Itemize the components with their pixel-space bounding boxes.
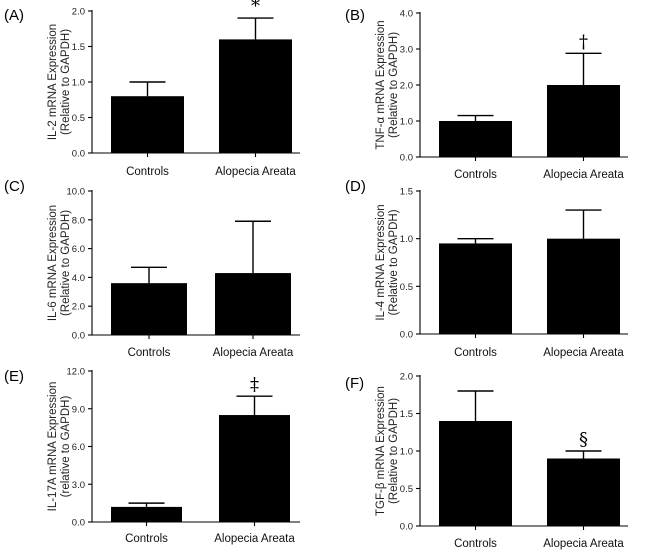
- x-tick-label-e: Controls: [125, 533, 168, 545]
- y-tick-label-c: 4.0: [72, 273, 85, 284]
- y-tick-label-a: 0.5: [72, 113, 85, 124]
- x-tick-label-a: Controls: [126, 166, 169, 178]
- bar-f-controls: [439, 421, 512, 526]
- bar-f-alopecia-areata: [547, 458, 620, 526]
- y-tick-label-d: 0.0: [400, 330, 413, 341]
- y-tick-label-f: 2.0: [400, 372, 413, 383]
- y-axis-title-b: TNF-α mRNA Expression: [375, 20, 387, 149]
- panel-d: (D) IL-4 mRNA Expression (Relative to GAPD…: [345, 178, 628, 359]
- bar-e-controls: [111, 506, 182, 522]
- y-axis-title-a: IL-2 mRNA Expression: [47, 24, 59, 140]
- bar-d-alopecia-areata: [547, 238, 620, 334]
- panel-a: (A) IL-2 mRNA Expression (Relative to GAPD…: [4, 0, 300, 178]
- significance-marker-f: §: [579, 429, 588, 450]
- x-tick-label-d: Controls: [454, 347, 497, 359]
- bar-e-alopecia-areata: [219, 415, 290, 522]
- panel-label-d: (D): [345, 178, 366, 195]
- y-tick-label-b: 3.0: [400, 45, 413, 56]
- y-tick-label-a: 1.0: [72, 78, 85, 89]
- y-axis-title-e: IL-17A mRNA Expression: [47, 382, 59, 512]
- y-tick-label-b: 2.0: [400, 81, 413, 92]
- y-tick-label-b: 0.0: [400, 153, 413, 164]
- x-tick-label-f: Alopecia Areata: [543, 538, 624, 550]
- bar-d-controls: [439, 243, 512, 334]
- bar-b-controls: [439, 121, 512, 157]
- x-tick-label-c: Controls: [128, 347, 171, 359]
- y-tick-label-f: 0.0: [400, 522, 413, 533]
- x-tick-label-d: Alopecia Areata: [543, 347, 624, 359]
- y-tick-label-e: 6.0: [72, 442, 85, 453]
- y-axis-title-d: IL-4 mRNA Expression: [375, 204, 387, 320]
- y-tick-label-f: 0.5: [400, 484, 413, 495]
- y-tick-label-c: 10.0: [67, 187, 86, 198]
- y-tick-label-b: 1.0: [400, 117, 413, 128]
- y-axis-title-c: IL-6 mRNA Expression: [47, 205, 59, 321]
- y-tick-label-c: 0.0: [72, 331, 85, 342]
- y-tick-label-e: 9.0: [72, 404, 85, 415]
- y-tick-label-d: 0.5: [400, 282, 413, 293]
- x-tick-label-a: Alopecia Areata: [215, 166, 296, 178]
- bar-a-alopecia-areata: [219, 39, 292, 153]
- bar-a-controls: [111, 96, 184, 153]
- significance-marker-b: †: [579, 31, 588, 52]
- x-tick-label-b: Controls: [454, 169, 497, 181]
- y-tick-label-c: 2.0: [72, 302, 85, 313]
- y-axis-subtitle-f: (Relative to GAPDH): [388, 398, 400, 504]
- y-tick-label-a: 0.0: [72, 149, 85, 160]
- x-tick-label-f: Controls: [454, 538, 497, 550]
- y-tick-label-a: 2.0: [72, 7, 85, 18]
- significance-marker-e: ‡: [250, 374, 259, 395]
- panel-label-a: (A): [4, 7, 24, 24]
- y-tick-label-e: 0.0: [72, 518, 85, 529]
- y-tick-label-c: 8.0: [72, 215, 85, 226]
- y-axis-subtitle-e: (relative to GAPDH): [60, 396, 72, 498]
- x-tick-label-b: Alopecia Areata: [543, 169, 624, 181]
- y-axis-subtitle-c: (Relative to GAPDH): [60, 210, 72, 316]
- significance-marker-a: *: [251, 0, 260, 17]
- bar-c-controls: [111, 283, 187, 335]
- y-axis-subtitle-d: (Relative to GAPDH): [388, 209, 400, 315]
- x-tick-label-c: Alopecia Areata: [213, 347, 294, 359]
- y-tick-label-b: 4.0: [400, 9, 413, 20]
- y-tick-label-d: 1.5: [400, 187, 413, 198]
- y-tick-label-f: 1.0: [400, 447, 413, 458]
- y-axis-subtitle-b: (Relative to GAPDH): [388, 32, 400, 138]
- y-tick-label-d: 1.0: [400, 234, 413, 245]
- panel-b: (B) TNF-α mRNA Expression (Relative to GAP…: [345, 7, 628, 181]
- panel-label-f: (F): [345, 375, 364, 392]
- panel-label-c: (C): [4, 178, 25, 195]
- panel-label-e: (E): [4, 368, 24, 385]
- y-tick-label-e: 3.0: [72, 480, 85, 491]
- y-axis-title-f: TGF-β mRNA Expression: [375, 386, 387, 516]
- y-axis-subtitle-a: (Relative to GAPDH): [60, 29, 72, 135]
- y-tick-label-a: 1.5: [72, 42, 85, 53]
- y-tick-label-c: 6.0: [72, 244, 85, 255]
- panel-label-b: (B): [345, 7, 365, 24]
- y-tick-label-e: 12.0: [67, 367, 86, 378]
- panel-c: (C) IL-6 mRNA Expression (Relative to GAPD…: [4, 178, 300, 359]
- y-tick-label-f: 1.5: [400, 409, 413, 420]
- bar-b-alopecia-areata: [547, 85, 620, 157]
- panel-e: (E) IL-17A mRNA Expression (relative to GA…: [4, 367, 300, 545]
- bar-c-alopecia-areata: [215, 273, 291, 335]
- panel-f: (F) TGF-β mRNA Expression (Relative to GAP…: [345, 372, 628, 550]
- x-tick-label-e: Alopecia Areata: [214, 533, 295, 545]
